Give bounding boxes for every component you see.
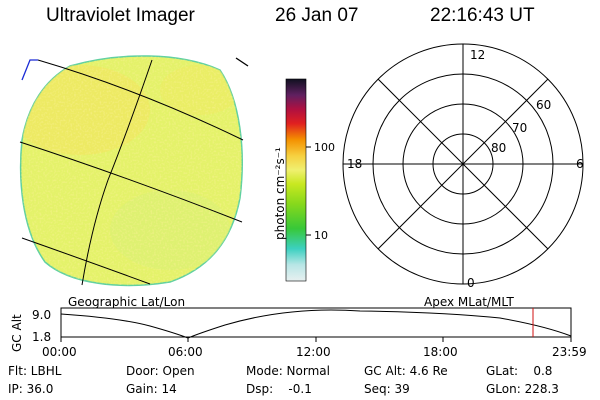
info-glat: GLat: 0.8 xyxy=(486,364,553,378)
lat-label-70: 70 xyxy=(512,121,528,135)
observation-time: 22:16:43 UT xyxy=(430,5,535,26)
longitude-line xyxy=(81,59,153,286)
altitude-xtick: 06:00 xyxy=(168,345,203,359)
mlt-line-diagonal xyxy=(377,78,549,250)
lat-label-80: 80 xyxy=(491,141,507,155)
colorbar-tick-label: 10 xyxy=(314,229,328,242)
lat-lon-grid xyxy=(19,59,244,286)
altitude-ytick: 1.8 xyxy=(32,330,52,344)
altitude-curve xyxy=(60,309,572,339)
frame-corner-marker xyxy=(21,59,38,81)
altitude-xtick: 18:00 xyxy=(423,345,458,359)
observation-date: 26 Jan 07 xyxy=(275,5,359,26)
latitude-line xyxy=(21,237,151,285)
mlt-label-top: 12 xyxy=(470,48,486,62)
apex-caption: Apex MLat/MLT xyxy=(424,295,514,309)
altitude-xtick: 12:00 xyxy=(296,345,331,359)
info-gain: Gain: 14 xyxy=(126,382,177,396)
info-ip: IP: 36.0 xyxy=(8,382,54,396)
info-gc-alt: GC Alt: 4.6 Re xyxy=(364,364,448,378)
altitude-ylabel: GC Alt xyxy=(10,314,24,352)
colorbar-tick-label: 100 xyxy=(314,141,335,154)
lat-label-60: 60 xyxy=(536,98,552,112)
info-dsp: Dsp: -0.1 xyxy=(246,382,312,396)
geographic-caption: Geographic Lat/Lon xyxy=(68,295,186,309)
colorbar-gradient xyxy=(285,78,307,282)
altitude-xtick: 00:00 xyxy=(42,345,77,359)
disk-texture xyxy=(20,55,243,286)
info-seq: Seq: 39 xyxy=(364,382,410,396)
info-filter: Flt: LBHL xyxy=(8,364,62,378)
frame-corner-marker xyxy=(235,57,249,67)
altitude-xtick: 23:59 xyxy=(552,345,587,359)
mlt-label-left: 18 xyxy=(347,157,363,171)
mlt-label-bottom: 0 xyxy=(467,276,475,290)
info-glon: GLon: 228.3 xyxy=(486,382,559,396)
altitude-plot-frame xyxy=(60,307,572,338)
latitude-line xyxy=(19,141,243,223)
instrument-title: Ultraviolet Imager xyxy=(46,5,195,26)
info-door: Door: Open xyxy=(126,364,195,378)
mlt-label-right: 6 xyxy=(576,157,584,171)
info-mode: Mode: Normal xyxy=(246,364,330,378)
altitude-ytick: 9.0 xyxy=(32,308,52,322)
